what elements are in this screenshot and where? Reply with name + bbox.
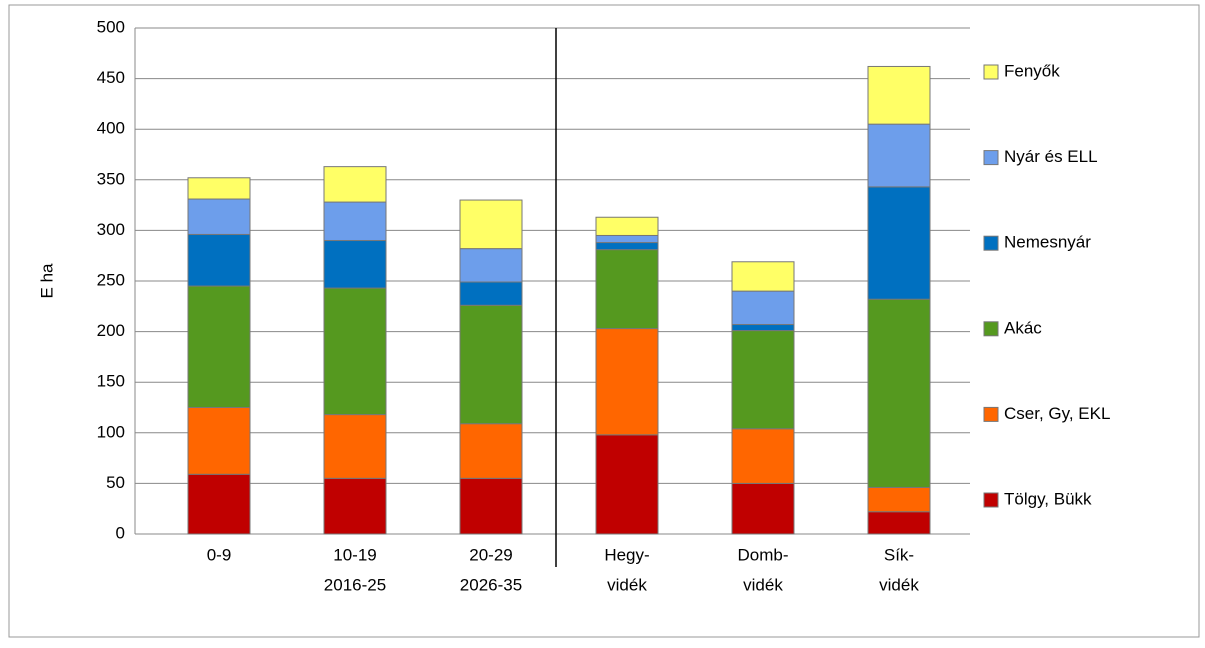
bar-segment <box>459 477 523 535</box>
bar-segment <box>595 216 659 236</box>
x-tick-label: 10-19 <box>333 545 376 564</box>
bar-segment <box>323 477 387 535</box>
bar-segment <box>731 330 795 430</box>
bar-segment <box>187 407 251 475</box>
legend-swatch <box>983 492 999 508</box>
y-tick-label: 250 <box>97 270 125 289</box>
x-tick-label: Sík- <box>884 545 914 564</box>
legend-label: Cser, Gy, EKL <box>1004 404 1110 423</box>
bar-segment <box>731 324 795 332</box>
y-tick-label: 300 <box>97 220 125 239</box>
x-tick-label: 2016-25 <box>324 575 386 594</box>
x-tick-label: 0-9 <box>207 545 232 564</box>
bar-segment <box>459 281 523 306</box>
y-tick-label: 150 <box>97 372 125 391</box>
bar-segment <box>459 199 523 250</box>
bar-segment <box>187 177 251 200</box>
bar-segment <box>731 261 795 292</box>
bar-segment <box>867 486 931 513</box>
legend-swatch <box>983 235 999 251</box>
x-tick-label: 20-29 <box>469 545 512 564</box>
legend-swatch <box>983 321 999 337</box>
y-tick-label: 0 <box>116 523 125 542</box>
legend-swatch <box>983 64 999 80</box>
legend-label: Akác <box>1004 318 1042 337</box>
bar-segment <box>867 298 931 488</box>
bar-segment <box>323 201 387 242</box>
bar-segment <box>595 234 659 244</box>
bar-segment <box>867 123 931 188</box>
y-tick-label: 450 <box>97 68 125 87</box>
legend-label: Nemesnyár <box>1004 233 1091 252</box>
bar-segment <box>595 249 659 330</box>
bar-segment <box>731 482 795 535</box>
y-tick-label: 100 <box>97 422 125 441</box>
bar-segment <box>187 233 251 287</box>
bar-segment <box>867 511 931 535</box>
bar-segment <box>187 473 251 535</box>
bar-segment <box>867 65 931 125</box>
y-tick-label: 200 <box>97 321 125 340</box>
bar-segment <box>187 285 251 408</box>
bar-segment <box>323 166 387 203</box>
bar-segment <box>731 428 795 484</box>
legend-swatch <box>983 150 999 166</box>
bar-segment <box>323 240 387 289</box>
legend-label: Fenyők <box>1004 61 1060 80</box>
bar-segment <box>187 198 251 235</box>
bar-segment <box>595 434 659 535</box>
bar-segment <box>595 242 659 251</box>
y-tick-label: 350 <box>97 169 125 188</box>
y-tick-label: 50 <box>106 473 125 492</box>
y-tick-label: 500 <box>97 17 125 36</box>
y-tick-label: 400 <box>97 119 125 138</box>
y-axis-label: E ha <box>37 263 56 299</box>
x-tick-label: vidék <box>607 575 647 594</box>
x-tick-label: 2026-35 <box>460 575 522 594</box>
x-tick-label: Hegy- <box>604 545 649 564</box>
bar-segment <box>595 328 659 436</box>
x-tick-label: vidék <box>743 575 783 594</box>
legend-label: Nyár és ELL <box>1004 147 1098 166</box>
bar-segment <box>731 290 795 326</box>
bar-segment <box>323 287 387 416</box>
bar-segment <box>459 423 523 479</box>
bar-segment <box>459 248 523 283</box>
bar-segment <box>459 304 523 425</box>
x-tick-label: vidék <box>879 575 919 594</box>
legend-label: Tölgy, Bükk <box>1004 489 1092 508</box>
legend-swatch <box>983 406 999 422</box>
bar-segment <box>323 414 387 479</box>
x-tick-label: Domb- <box>737 545 788 564</box>
bar-segment <box>867 186 931 300</box>
